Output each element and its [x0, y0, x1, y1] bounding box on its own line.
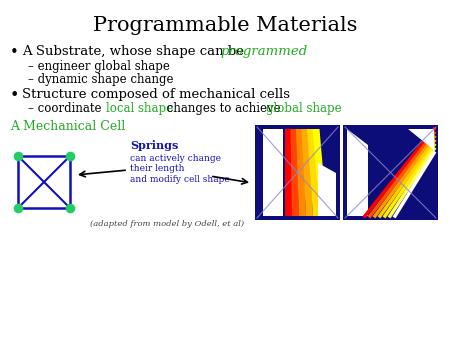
Point [14, 153, 22, 159]
Point [14, 205, 22, 211]
Polygon shape [343, 125, 438, 220]
Point [67, 205, 74, 211]
Text: •: • [10, 45, 19, 60]
Text: – engineer global shape: – engineer global shape [28, 60, 170, 73]
Text: (adapted from model by Odell, et al): (adapted from model by Odell, et al) [90, 220, 244, 228]
Text: Springs: Springs [130, 140, 178, 151]
Polygon shape [347, 129, 368, 216]
Text: – coordinate: – coordinate [28, 102, 105, 115]
Polygon shape [408, 129, 434, 150]
Text: •: • [10, 88, 19, 103]
Polygon shape [318, 163, 336, 216]
Text: global shape: global shape [266, 102, 342, 115]
Polygon shape [263, 129, 283, 216]
Polygon shape [255, 125, 340, 220]
Polygon shape [291, 129, 299, 216]
Point [67, 153, 74, 159]
Text: changes to achieve: changes to achieve [163, 102, 284, 115]
Text: can actively change
their length
and modify cell shape: can actively change their length and mod… [130, 154, 230, 184]
Text: A Substrate, whose shape can be: A Substrate, whose shape can be [22, 45, 248, 58]
Text: Programmable Materials: Programmable Materials [93, 16, 357, 35]
Polygon shape [312, 129, 327, 216]
Text: local shape: local shape [106, 102, 173, 115]
Text: programmed: programmed [220, 45, 307, 58]
Polygon shape [285, 129, 292, 216]
Text: Structure composed of mechanical cells: Structure composed of mechanical cells [22, 88, 290, 101]
Polygon shape [296, 129, 306, 216]
Polygon shape [307, 129, 320, 216]
Polygon shape [302, 129, 313, 216]
Text: A Mechanical Cell: A Mechanical Cell [10, 120, 125, 133]
Text: – dynamic shape change: – dynamic shape change [28, 73, 174, 86]
